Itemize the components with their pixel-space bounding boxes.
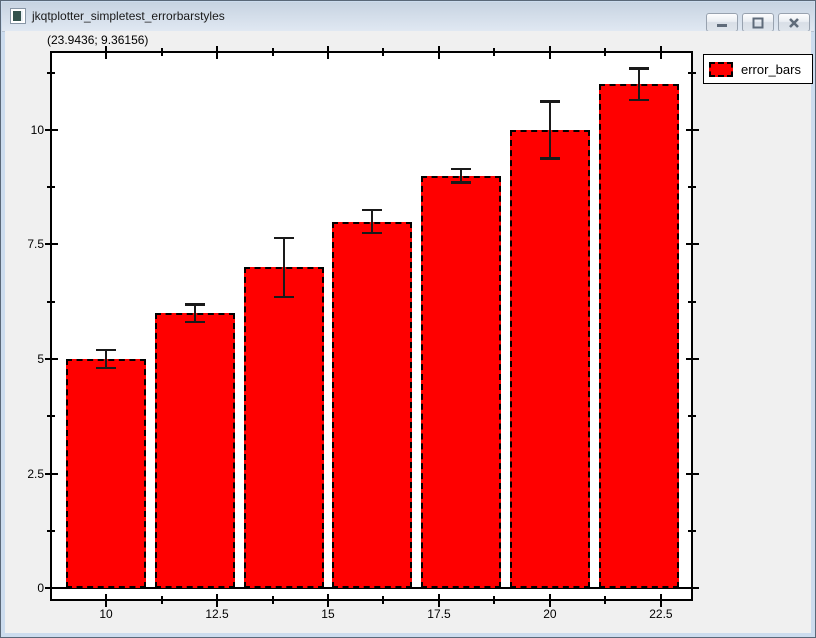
window-title: jkqtplotter_simpletest_errorbarstyles <box>32 9 225 23</box>
close-icon <box>789 17 799 28</box>
maximize-button[interactable] <box>742 13 774 32</box>
window-controls <box>706 13 810 32</box>
coordinate-readout: (23.9436; 9.36156) <box>47 33 149 47</box>
app-icon <box>10 8 26 24</box>
legend-swatch <box>709 61 733 77</box>
maximize-icon <box>752 17 764 28</box>
legend-label: error_bars <box>741 61 801 77</box>
title-bar[interactable]: jkqtplotter_simpletest_errorbarstyles <box>2 2 814 32</box>
legend-box: error_bars <box>703 54 813 84</box>
plot-area[interactable] <box>51 52 692 600</box>
minimize-icon <box>717 24 727 27</box>
close-button[interactable] <box>778 13 810 32</box>
minimize-button[interactable] <box>706 13 738 32</box>
